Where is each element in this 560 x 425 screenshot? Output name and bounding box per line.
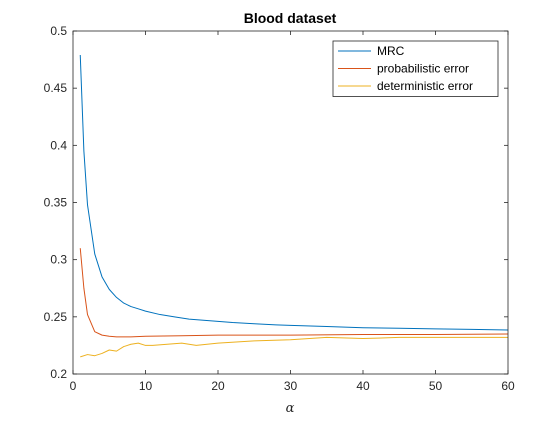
x-tick-label: 60 <box>501 379 515 393</box>
series-lines <box>79 54 509 358</box>
plot-area <box>72 30 509 375</box>
y-tick-label: 0.25 <box>44 310 68 324</box>
axis-ticks: 0 10 20 30 40 50 60 0.2 0.25 0.3 0.35 0.4 0.45 0.5 <box>44 24 515 393</box>
x-tick-label: 0 <box>70 379 77 393</box>
series-line-probabilistic-error <box>79 248 509 338</box>
y-tick-label: 0.35 <box>44 196 68 210</box>
x-tick-label: 40 <box>356 379 370 393</box>
y-tick-label: 0.4 <box>50 138 67 152</box>
legend-label: probabilistic error <box>377 62 469 76</box>
x-tick-label: 50 <box>429 379 443 393</box>
x-tick-label: 30 <box>284 379 298 393</box>
series-line-mrc <box>79 54 509 331</box>
x-tick-label: 20 <box>211 379 225 393</box>
y-tick-label: 0.3 <box>50 253 67 267</box>
y-tick-label: 0.45 <box>44 81 68 95</box>
legend-label: deterministic error <box>377 79 473 93</box>
legend-label: MRC <box>377 44 405 58</box>
series-line-deterministic-error <box>80 336 508 358</box>
x-axis-label: α <box>286 401 295 416</box>
y-tick-label: 0.2 <box>50 367 67 381</box>
chart-title: Blood dataset <box>244 10 337 26</box>
legend: MRC probabilistic error deterministic erro… <box>332 40 499 97</box>
x-tick-label: 10 <box>139 379 153 393</box>
y-tick-label: 0.5 <box>50 24 67 38</box>
